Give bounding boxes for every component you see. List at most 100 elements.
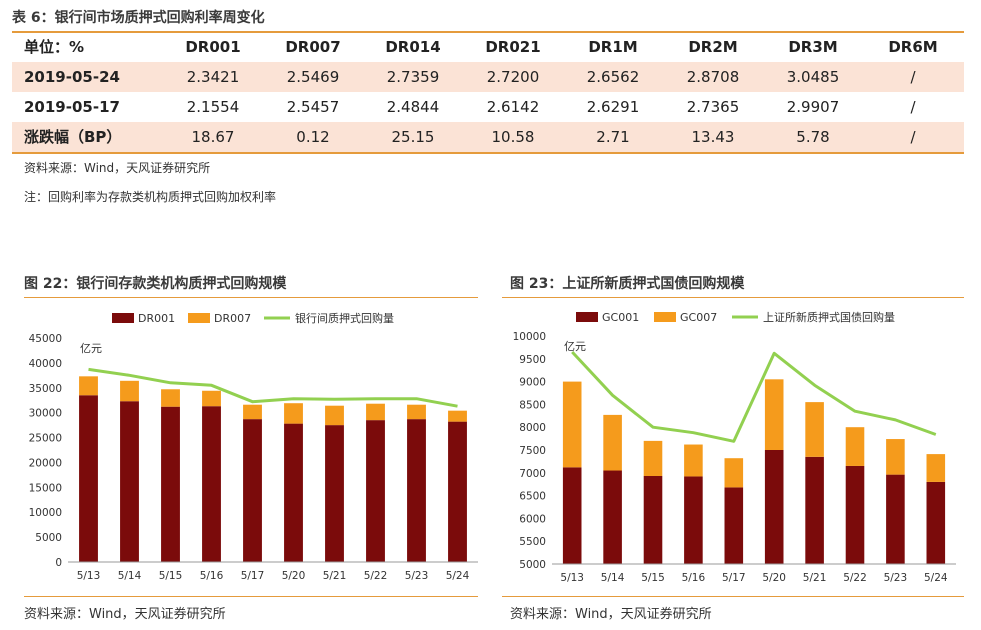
bar-dr007 [448, 410, 467, 422]
bar-gc001 [684, 476, 703, 564]
y-tick-label: 10000 [513, 331, 546, 343]
table-cell: 2.5469 [286, 68, 340, 86]
y-tick-label: 5000 [519, 559, 546, 571]
x-tick-label: 5/20 [762, 572, 786, 584]
bar-gc001 [603, 470, 622, 564]
table-caption: 表 6：银行间市场质押式回购利率周变化 [12, 10, 265, 26]
bar-gc001 [845, 465, 865, 564]
header-dr014: DR014 [385, 38, 441, 56]
y-tick-label: 9000 [519, 377, 546, 389]
header-dr6m: DR6M [888, 38, 938, 56]
y-tick-label: 5500 [519, 536, 546, 548]
bar-dr007 [325, 405, 344, 426]
chart-23-source: 资料来源：Wind，天风证券研究所 [510, 607, 712, 622]
row-label: 2019-05-17 [24, 98, 120, 116]
table-source: 资料来源：Wind，天风证券研究所 [24, 161, 211, 175]
bar-gc001 [643, 475, 663, 564]
bar-dr001 [79, 395, 98, 562]
table-note: 注：回购利率为存款类机构质押式回购加权利率 [24, 190, 277, 204]
table-cell: / [910, 98, 916, 116]
bar-dr001 [202, 406, 221, 562]
bar-gc001 [926, 481, 946, 564]
x-tick-label: 5/21 [803, 572, 827, 584]
table-cell: 2.5457 [286, 98, 340, 116]
x-tick-label: 5/13 [77, 570, 101, 582]
x-tick-label: 5/17 [241, 570, 265, 582]
x-tick-label: 5/16 [200, 570, 224, 582]
bar-gc007 [562, 381, 582, 468]
header-dr3m: DR3M [788, 38, 838, 56]
x-tick-label: 5/15 [641, 572, 665, 584]
x-tick-label: 5/14 [601, 572, 625, 584]
legend-swatch [188, 313, 210, 323]
x-tick-label: 5/24 [924, 572, 948, 584]
bar-gc007 [845, 427, 865, 466]
bar-dr001 [448, 421, 467, 562]
unit-label: 亿元 [80, 342, 102, 355]
bar-dr001 [161, 406, 180, 562]
header-dr007: DR007 [285, 38, 341, 56]
table-header-row: 单位：% DR001 DR007 DR014 DR021 DR1M DR2M D… [12, 32, 964, 62]
legend-label: DR001 [138, 312, 175, 325]
series-line [571, 350, 937, 443]
bar-gc001 [805, 456, 824, 564]
table-top-rule [12, 31, 964, 33]
y-tick-label: 10000 [29, 507, 62, 519]
table-cell: 2.7200 [486, 68, 540, 86]
x-tick-label: 5/20 [282, 570, 306, 582]
y-tick-label: 8500 [519, 399, 546, 411]
chart-22-bottom-rule [24, 596, 478, 597]
header-dr2m: DR2M [688, 38, 738, 56]
bar-gc001 [724, 487, 744, 564]
y-tick-label: 8000 [519, 422, 546, 434]
bar-dr001 [407, 419, 426, 562]
y-tick-label: 9500 [519, 354, 546, 366]
header-dr021: DR021 [485, 38, 541, 56]
x-tick-label: 5/22 [843, 572, 867, 584]
table-cell: 2.1554 [186, 98, 240, 116]
x-tick-label: 5/24 [446, 570, 470, 582]
row-label: 2019-05-24 [24, 68, 120, 86]
bar-gc007 [684, 444, 703, 477]
bar-gc001 [562, 467, 582, 564]
legend-swatch [112, 313, 134, 323]
row-label: 涨跌幅（BP） [24, 128, 122, 146]
chart-23-caption: 图 23：上证所新质押式国债回购规模 [510, 276, 745, 292]
bar-gc007 [805, 402, 824, 457]
legend-label: 银行间质押式回购量 [295, 311, 394, 325]
table-cell: 2.8708 [686, 68, 740, 86]
x-tick-label: 5/21 [323, 570, 347, 582]
bar-dr007 [79, 376, 98, 396]
table-cell: 2.4844 [386, 98, 440, 116]
table-cell: 3.0485 [786, 68, 840, 86]
x-tick-label: 5/13 [560, 572, 584, 584]
bar-dr007 [120, 380, 139, 402]
legend-swatch [576, 312, 598, 322]
x-tick-label: 5/23 [405, 570, 429, 582]
bar-dr001 [243, 419, 262, 562]
y-tick-label: 35000 [29, 383, 62, 395]
bar-dr007 [366, 403, 385, 421]
table-bottom-rule [12, 152, 964, 154]
bar-gc007 [603, 414, 622, 471]
header-dr1m: DR1M [588, 38, 638, 56]
bar-dr001 [366, 420, 385, 562]
y-tick-label: 0 [55, 557, 62, 569]
bar-dr007 [243, 404, 262, 420]
header-unit: 单位：% [24, 38, 85, 56]
legend-label: GC007 [680, 311, 717, 324]
bar-dr007 [284, 403, 303, 424]
y-tick-label: 7500 [519, 445, 546, 457]
y-tick-label: 5000 [35, 532, 62, 544]
x-tick-label: 5/16 [682, 572, 706, 584]
table-cell: 10.58 [491, 128, 535, 146]
y-tick-label: 45000 [29, 333, 62, 345]
y-tick-label: 6500 [519, 491, 546, 503]
table-row: 涨跌幅（BP） 18.67 0.12 25.15 10.58 2.71 13.4… [12, 122, 964, 152]
table-cell: 2.9907 [786, 98, 840, 116]
chart-22-source: 资料来源：Wind，天风证券研究所 [24, 607, 226, 622]
chart-23-top-rule [502, 297, 964, 298]
y-tick-label: 30000 [29, 408, 62, 420]
